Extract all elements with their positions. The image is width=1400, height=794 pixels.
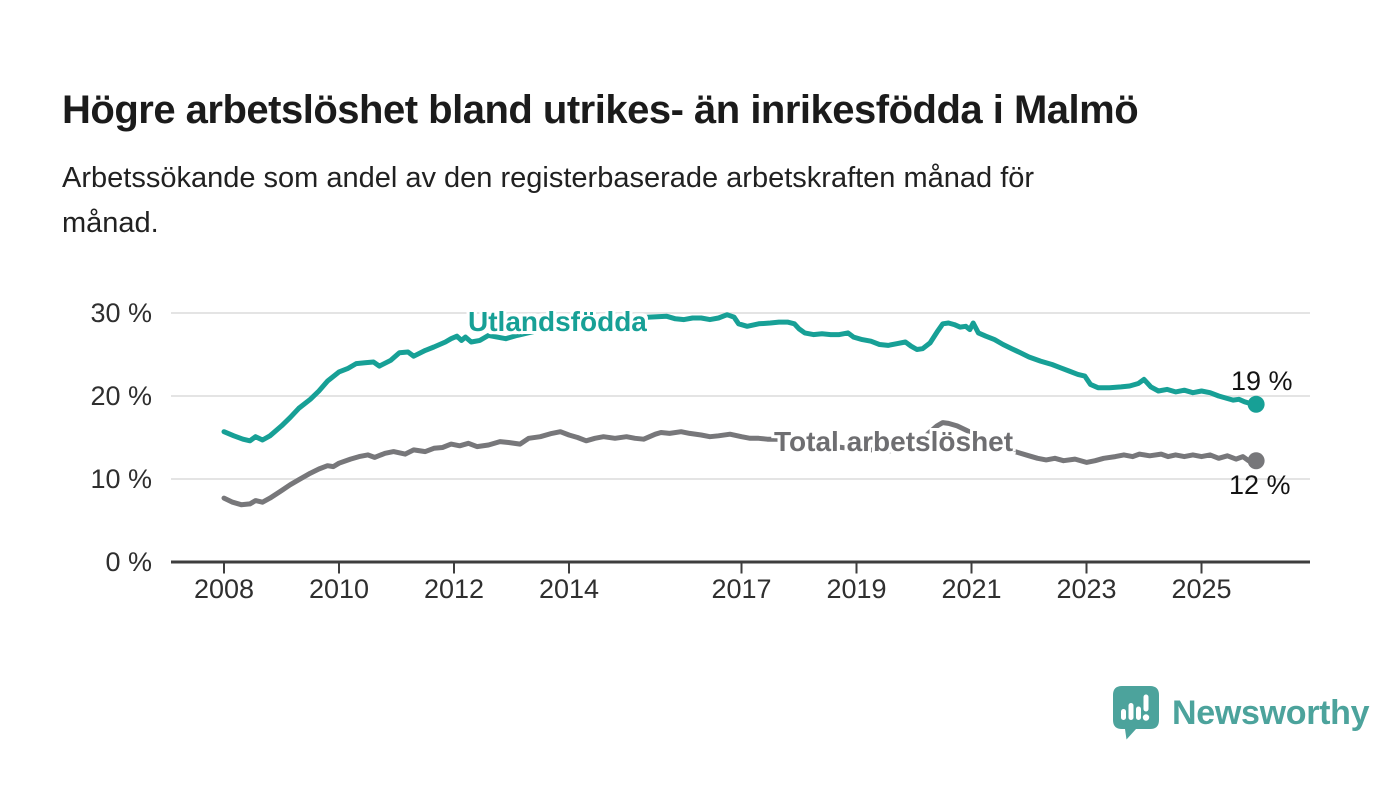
exclamation-bar xyxy=(1143,694,1149,712)
x-axis-tick-label-2021: 2021 xyxy=(941,574,1002,604)
series-line-0 xyxy=(221,312,1259,444)
newsworthy-logo[interactable]: Newsworthy xyxy=(1112,684,1370,742)
bar-small xyxy=(1121,709,1126,720)
x-axis-tick-label-2019: 2019 xyxy=(826,574,887,604)
x-axis-tick-label-2014: 2014 xyxy=(538,574,600,604)
bar-tall xyxy=(1128,703,1134,720)
series-end-dot-0 xyxy=(1247,395,1265,413)
x-axis-tick-label-2023: 2023 xyxy=(1056,574,1117,604)
chart-subtitle: Arbetssökande som andel av den registerb… xyxy=(62,156,1302,246)
exclamation-dot xyxy=(1142,714,1150,721)
x-axis-tick-label-2010: 2010 xyxy=(308,574,370,604)
chart-subtitle-line-1: Arbetssökande som andel av den registerb… xyxy=(62,162,1035,194)
end-value-label-utlandsfodda: 19 % xyxy=(1231,366,1293,396)
y-axis-tick-label-0: 0 % xyxy=(105,547,152,577)
x-axis-tick-label-2017: 2017 xyxy=(711,574,772,604)
newsworthy-bubble-icon xyxy=(1113,686,1159,740)
series-end-dot-1 xyxy=(1247,452,1265,470)
x-axis-tick-label-2012: 2012 xyxy=(423,574,485,604)
newsworthy-wordmark: Newsworthy xyxy=(1172,693,1370,732)
chart-subtitle-line-2: månad. xyxy=(62,207,159,239)
end-value-label-total: 12 % xyxy=(1229,470,1291,500)
y-axis-tick-label-10: 10 % xyxy=(90,464,152,494)
y-axis-tick-label-30: 30 % xyxy=(90,298,152,328)
series-line-1 xyxy=(221,420,1259,508)
chart-title: Högre arbetslöshet bland utrikes- än inr… xyxy=(62,87,1139,132)
series-label-total-arbetsloshet: Total arbetslöshet xyxy=(774,426,1014,457)
bar-medium xyxy=(1136,706,1141,720)
x-axis-tick-label-2025: 2025 xyxy=(1171,574,1232,604)
x-axis-tick-label-2008: 2008 xyxy=(193,574,255,604)
y-axis-tick-label-20: 20 % xyxy=(90,381,152,411)
series-label-utlandsfodda: Utlandsfödda xyxy=(468,306,647,337)
